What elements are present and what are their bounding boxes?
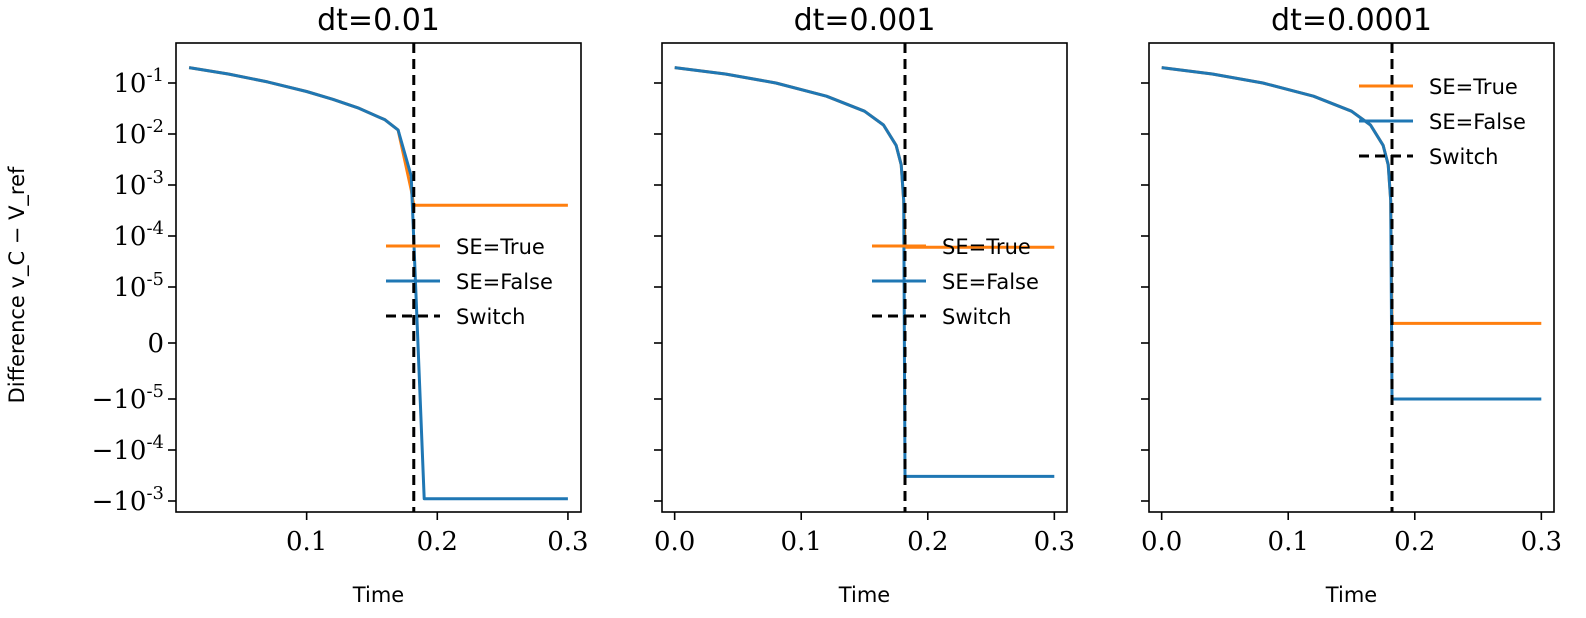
legend-label: SE=False bbox=[456, 270, 553, 294]
legend: SE=True SE=False Switch bbox=[386, 235, 553, 329]
y-tick-label: 10-2 bbox=[113, 116, 164, 150]
x-axis-label: Time bbox=[352, 583, 404, 607]
x-tick-label: 0.0 bbox=[1141, 527, 1182, 557]
x-tick-label: 0.1 bbox=[286, 527, 327, 557]
y-axis-label: Difference v_C − V_ref bbox=[5, 166, 30, 403]
y-tick-label: −10-5 bbox=[92, 381, 164, 415]
x-tick-label: 0.0 bbox=[654, 527, 695, 557]
legend-label: SE=False bbox=[942, 270, 1039, 294]
y-tick-label: 0 bbox=[147, 329, 164, 359]
plot-frame bbox=[661, 42, 1068, 513]
y-tick-label: 10-5 bbox=[113, 269, 164, 303]
x-axis-label: Time bbox=[1325, 583, 1377, 607]
series-line-se-true bbox=[1161, 66, 1542, 325]
legend-label: SE=True bbox=[456, 235, 545, 259]
x-tick-label: 0.3 bbox=[1521, 527, 1562, 557]
panel-title: dt=0.01 bbox=[317, 3, 440, 38]
series-line-se-false bbox=[1161, 66, 1542, 401]
series-line-se-true bbox=[188, 66, 568, 207]
y-tick-label: 10-3 bbox=[113, 167, 164, 201]
y-tick-label: 10-1 bbox=[113, 65, 164, 99]
y-tick-label: 10-4 bbox=[113, 218, 164, 252]
legend-label: Switch bbox=[942, 305, 1011, 329]
x-tick-label: 0.1 bbox=[781, 527, 822, 557]
x-axis-label: Time bbox=[838, 583, 890, 607]
x-tick-label: 0.1 bbox=[1268, 527, 1309, 557]
legend-label: SE=True bbox=[1429, 75, 1518, 99]
y-tick-label: −10-3 bbox=[92, 483, 164, 517]
plot-frame bbox=[1148, 42, 1555, 513]
x-tick-label: 0.3 bbox=[547, 527, 588, 557]
legend-label: Switch bbox=[1429, 145, 1498, 169]
series-line-se-true bbox=[674, 66, 1055, 249]
legend-label: SE=False bbox=[1429, 110, 1526, 134]
x-tick-label: 0.2 bbox=[417, 527, 458, 557]
x-tick-label: 0.3 bbox=[1034, 527, 1075, 557]
panel-title: dt=0.001 bbox=[794, 3, 936, 38]
panel-1: dt=0.01 10-1 10-2 10-3 10-4 10-5 0 −10-5 −10-4 −1… bbox=[92, 3, 589, 607]
legend-label: Switch bbox=[456, 305, 525, 329]
legend-label: SE=True bbox=[942, 235, 1031, 259]
legend: SE=True SE=False Switch bbox=[1359, 75, 1526, 169]
y-tick-label: −10-4 bbox=[92, 432, 164, 466]
panel-title: dt=0.0001 bbox=[1271, 3, 1432, 38]
x-tick-label: 0.2 bbox=[907, 527, 948, 557]
series-line-se-false bbox=[188, 66, 568, 501]
panel-3: dt=0.0001 0.0 0.1 0.2 0.3 Time SE=True SE=False… bbox=[1141, 3, 1562, 607]
x-tick-label: 0.2 bbox=[1394, 527, 1435, 557]
plot-frame bbox=[175, 42, 582, 513]
legend: SE=True SE=False Switch bbox=[872, 235, 1039, 329]
